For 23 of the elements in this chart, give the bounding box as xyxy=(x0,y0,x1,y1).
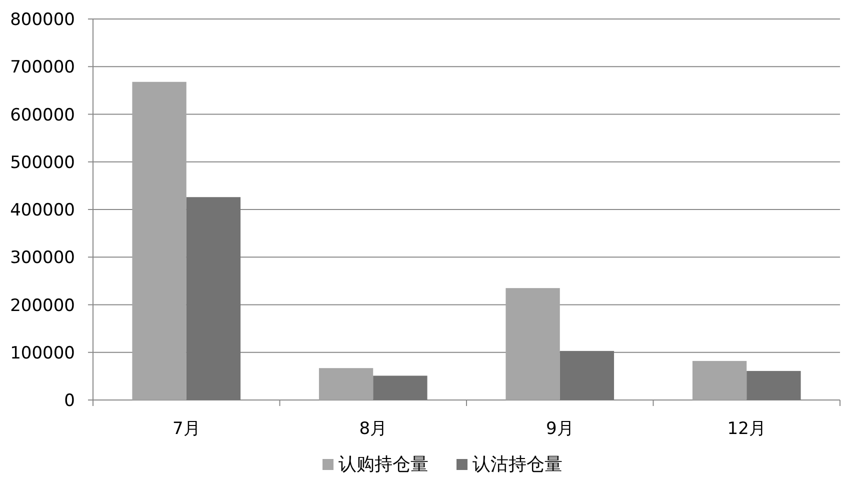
x-tick-label: 9月 xyxy=(546,419,574,439)
y-tick-label: 700000 xyxy=(10,58,75,78)
y-tick-label: 200000 xyxy=(10,296,75,316)
x-tick-label: 7月 xyxy=(172,419,200,439)
bar xyxy=(132,82,186,400)
legend-label: 认购持仓量 xyxy=(338,454,428,475)
bar xyxy=(318,368,374,400)
y-tick-label: 800000 xyxy=(10,10,75,30)
bar xyxy=(560,350,614,400)
x-tick-label: 8月 xyxy=(359,419,388,439)
y-tick-label: 100000 xyxy=(10,343,75,364)
bar xyxy=(186,197,241,400)
legend-label: 认沽持仓量 xyxy=(472,454,562,475)
y-tick-label: 400000 xyxy=(10,200,75,220)
bar xyxy=(692,360,747,400)
y-tick-label: 0 xyxy=(64,391,75,411)
bar xyxy=(746,370,801,400)
bar xyxy=(506,288,560,400)
y-tick-label: 500000 xyxy=(10,152,75,173)
bar xyxy=(373,376,428,400)
y-tick-label: 300000 xyxy=(10,248,75,268)
y-tick-label: 600000 xyxy=(10,105,75,126)
x-tick-label: 12月 xyxy=(727,419,766,439)
